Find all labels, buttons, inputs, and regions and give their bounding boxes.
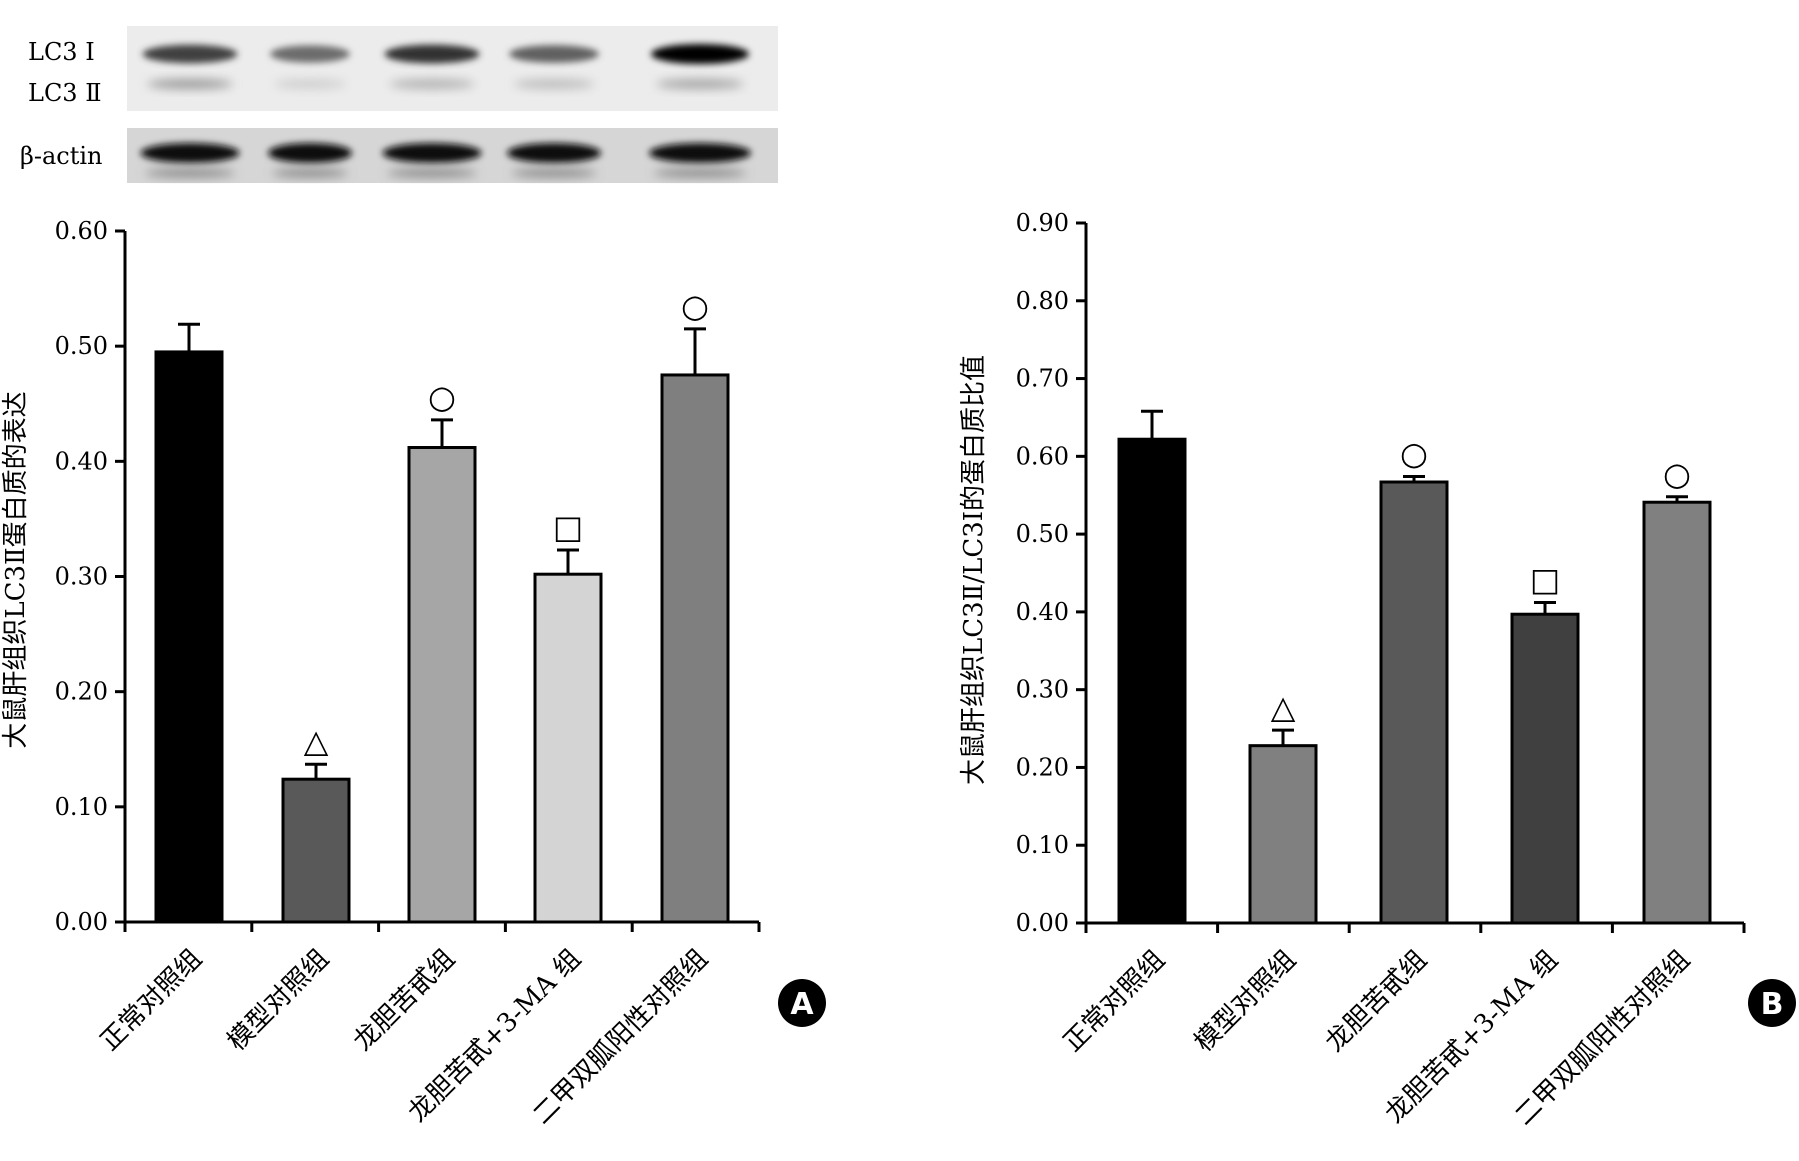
lc3i-band xyxy=(651,44,749,64)
panel-b-y-tick-label: 0.70 xyxy=(1016,365,1069,393)
western-blot: LC3 Ⅰ LC3 Ⅱ β-actin xyxy=(20,26,778,183)
panel-b-bar xyxy=(1379,480,1449,925)
panel-a-badge-label: A xyxy=(790,987,814,1022)
actin-lower-band xyxy=(511,169,597,177)
blot-label-lc3i: LC3 Ⅰ xyxy=(28,38,95,66)
panel-b-bar xyxy=(1510,612,1580,925)
panel-a-badge: A xyxy=(778,979,826,1027)
lc3ii-band xyxy=(147,79,233,89)
panel-b-y-tick-label: 0.20 xyxy=(1016,753,1069,781)
panel-a-y-tick-label: 0.40 xyxy=(55,447,108,475)
blot-bands xyxy=(140,44,751,177)
panel-a-significance-mark: □ xyxy=(553,508,583,546)
panel-b-category-label: 正常对照组 xyxy=(1058,945,1171,1058)
panel-a-significance-mark: △ xyxy=(304,722,329,760)
actin-band xyxy=(382,143,482,163)
panel-a-y-tick-label: 0.10 xyxy=(55,793,108,821)
panel-a-y-tick-label: 0.00 xyxy=(55,908,108,936)
panel-a-y-tick-label: 0.50 xyxy=(55,332,108,360)
panel-b-badge-label: B xyxy=(1761,987,1784,1022)
lc3i-band xyxy=(509,45,599,63)
blot-label-actin: β-actin xyxy=(20,142,103,170)
actin-lower-band xyxy=(653,169,747,177)
panel-a-bar xyxy=(660,373,730,924)
panel-a-bar xyxy=(407,446,477,924)
panel-a-bar xyxy=(533,572,603,924)
panel-b-x-ticks xyxy=(1084,923,1746,933)
actin-band xyxy=(140,143,240,163)
panel-b-y-ticks: 0.00 0.10 0.20 0.30 0.40 0.50 0.60 0.70 0.80 0.90 xyxy=(1016,209,1086,937)
panel-b-significance-mark: □ xyxy=(1530,561,1560,599)
actin-band xyxy=(507,143,601,163)
blot-label-lc3ii: LC3 Ⅱ xyxy=(28,79,102,107)
panel-a-category-label: 模型对照组 xyxy=(222,944,335,1057)
panel-b-bar xyxy=(1248,744,1318,925)
lc3ii-band xyxy=(274,79,346,89)
panel-b-bar xyxy=(1117,437,1187,925)
panel-b-significance-mark: ○ xyxy=(1663,455,1691,493)
panel-a-badge-circle xyxy=(778,979,826,1027)
panel-a-y-axis-title: 大鼠肝组织LC3Ⅱ蛋白质的表达 xyxy=(1,391,31,748)
panel-a-bars: △ ○ □ ○ xyxy=(154,287,730,924)
panel-a-category-label: 龙胆苦甙组 xyxy=(348,944,461,1057)
lc3ii-band xyxy=(655,79,745,89)
panel-b-bar xyxy=(1642,500,1712,925)
lc3i-band xyxy=(142,44,238,64)
panel-a-category-label: 正常对照组 xyxy=(95,944,208,1057)
lc3ii-band xyxy=(513,79,595,89)
actin-lower-band xyxy=(144,169,236,177)
panel-a-bar xyxy=(154,350,224,924)
blot-membrane-lc3 xyxy=(127,26,778,111)
actin-lower-band xyxy=(386,169,478,177)
panel-b-y-tick-label: 0.60 xyxy=(1016,442,1069,470)
panel-b-y-tick-label: 0.10 xyxy=(1016,831,1069,859)
panel-b-category-label: 模型对照组 xyxy=(1189,945,1302,1058)
panel-a-y-tick-label: 0.20 xyxy=(55,678,108,706)
panel-b-badge-circle xyxy=(1748,979,1796,1027)
panel-b-badge: B xyxy=(1748,979,1796,1027)
panel-b-y-axis-title: 大鼠肝组织LC3Ⅱ/LC3Ⅰ的蛋白质比值 xyxy=(959,355,989,785)
panel-a-y-tick-label: 0.30 xyxy=(55,563,108,591)
panel-b-y-tick-label: 0.50 xyxy=(1016,520,1069,548)
lc3ii-band xyxy=(389,79,475,89)
panel-b-y-tick-label: 0.30 xyxy=(1016,676,1069,704)
panel-b-significance-mark: ○ xyxy=(1400,435,1428,473)
panel-a-chart: 大鼠肝组织LC3Ⅱ蛋白质的表达 0.00 0.10 0.20 0.30 0.40 0.50… xyxy=(1,217,826,1130)
panel-a-significance-mark: ○ xyxy=(681,287,709,325)
panel-b-y-tick-label: 0.40 xyxy=(1016,598,1069,626)
lc3i-band xyxy=(270,45,350,63)
panel-a-significance-mark: ○ xyxy=(428,378,456,416)
panel-a-x-ticks xyxy=(123,922,761,932)
panel-b-category-label: 龙胆苦甙组 xyxy=(1320,945,1433,1058)
lc3i-band xyxy=(384,44,480,64)
panel-b-significance-mark: △ xyxy=(1271,688,1296,726)
actin-band xyxy=(268,143,352,163)
panel-b-y-tick-label: 0.00 xyxy=(1016,909,1069,937)
panel-a-y-tick-label: 0.60 xyxy=(55,217,108,245)
panel-b-chart: 大鼠肝组织LC3Ⅱ/LC3Ⅰ的蛋白质比值 0.00 0.10 0.20 0.30 0.4… xyxy=(959,209,1796,1131)
actin-lower-band xyxy=(272,169,348,177)
panel-b-y-tick-label: 0.90 xyxy=(1016,209,1069,237)
panel-b-bars: △ ○ □ ○ xyxy=(1117,409,1712,925)
panel-a-bar xyxy=(281,777,351,924)
actin-band xyxy=(649,143,751,163)
panel-b-y-tick-label: 0.80 xyxy=(1016,287,1069,315)
panel-a-y-ticks: 0.00 0.10 0.20 0.30 0.40 0.50 0.60 xyxy=(55,217,125,936)
